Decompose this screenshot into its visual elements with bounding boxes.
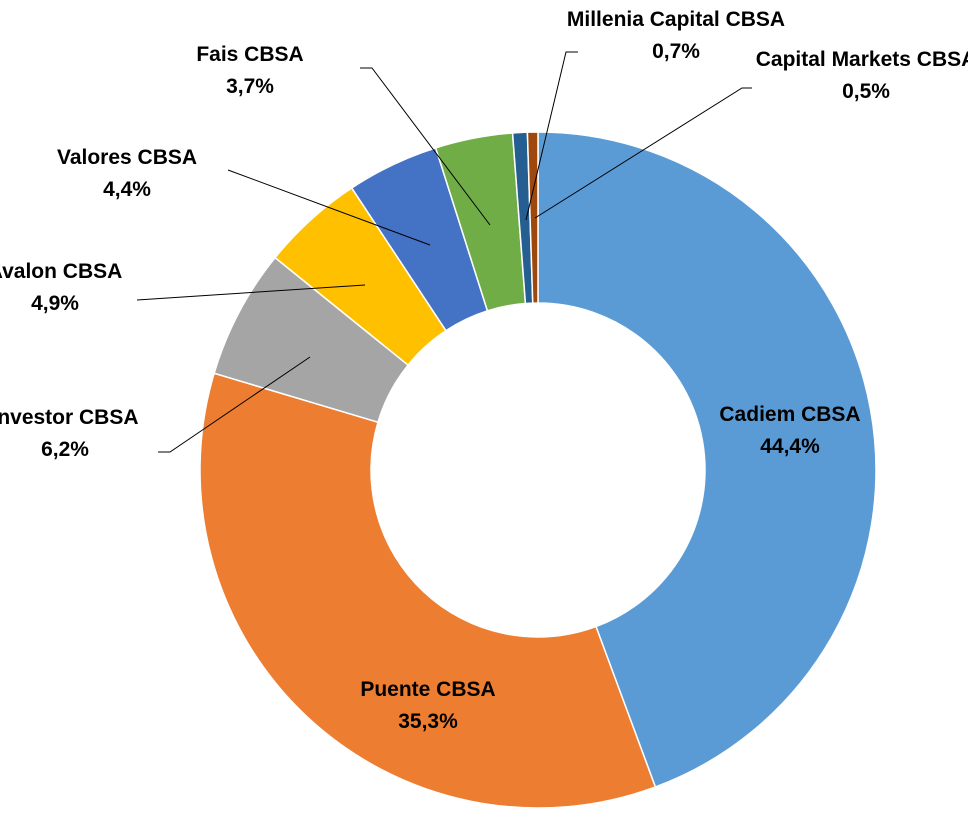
value-label: 35,3% — [398, 710, 458, 733]
leader-line — [136, 284, 366, 301]
donut-slice — [199, 372, 657, 809]
leader-line — [360, 67, 491, 226]
category-label: Capital Markets CBSA — [756, 48, 968, 71]
leader-line — [534, 87, 752, 219]
donut-slice — [526, 131, 539, 304]
category-label: Avalon CBSA — [0, 260, 122, 283]
value-label: 0,7% — [652, 40, 700, 63]
value-label: 0,5% — [842, 80, 890, 103]
leader-line — [158, 356, 311, 453]
category-label: Millenia Capital CBSA — [567, 8, 785, 31]
category-label: Puente CBSA — [360, 678, 495, 701]
category-label: Investor CBSA — [0, 406, 139, 429]
value-label: 44,4% — [760, 435, 820, 458]
value-label: 4,9% — [31, 292, 79, 315]
leader-line — [227, 169, 431, 246]
donut-slice — [537, 131, 877, 788]
category-label: Valores CBSA — [57, 146, 197, 169]
value-label: 6,2% — [41, 438, 89, 461]
category-label: Fais CBSA — [196, 43, 303, 66]
value-label: 3,7% — [226, 75, 274, 98]
value-label: 4,4% — [103, 178, 151, 201]
category-label: Cadiem CBSA — [719, 403, 860, 426]
leader-line — [525, 51, 578, 221]
